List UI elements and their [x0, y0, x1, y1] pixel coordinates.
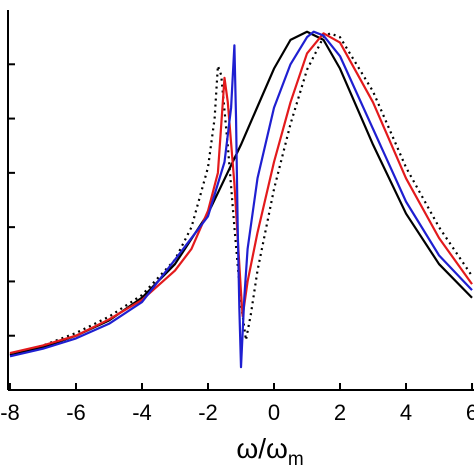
x-tick-label: 6 [466, 400, 474, 425]
x-label-text: ω/ω [236, 433, 288, 464]
x-label-subscript: m [288, 449, 304, 470]
x-tick-label: -2 [198, 400, 218, 425]
x-axis-label: ω/ωm [236, 433, 303, 470]
data-line [9, 32, 473, 355]
x-tick-label: 0 [268, 400, 280, 425]
x-tick-label: -8 [0, 400, 20, 425]
x-tick-label: -4 [132, 400, 152, 425]
data-line [9, 30, 473, 369]
x-tick-label: 2 [334, 400, 346, 425]
x-tick-label: 4 [400, 400, 412, 425]
x-tick-label: -6 [66, 400, 86, 425]
